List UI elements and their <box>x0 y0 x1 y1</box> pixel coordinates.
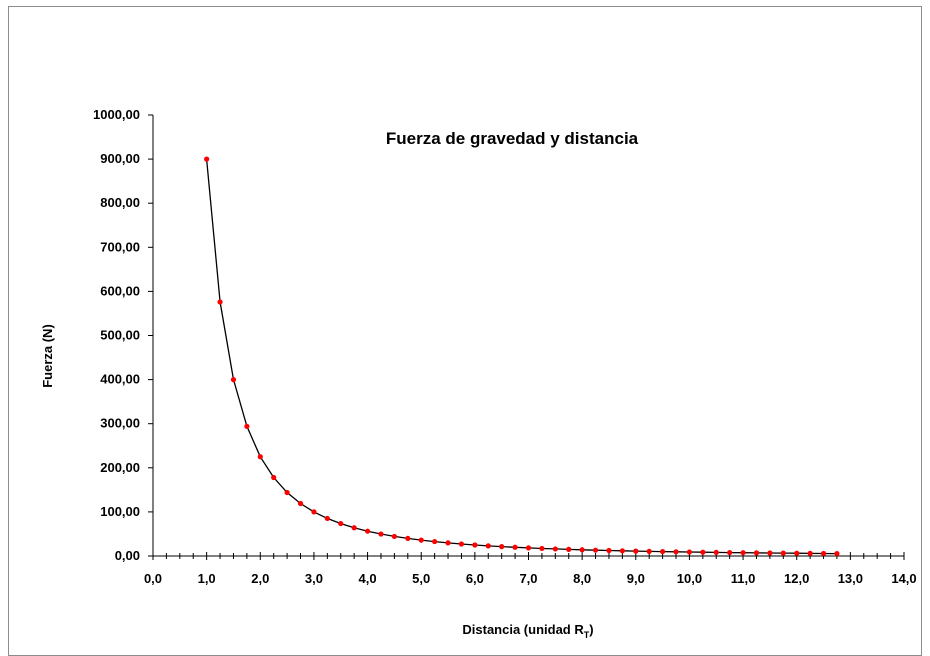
data-point <box>418 537 424 543</box>
x-tick-label: 7,0 <box>519 571 537 586</box>
y-tick-label: 100,00 <box>100 504 140 519</box>
data-point <box>284 489 290 496</box>
data-point <box>713 549 719 556</box>
y-tick-label: 300,00 <box>100 416 140 431</box>
data-point <box>794 550 800 556</box>
x-tick-label: 12,0 <box>784 571 809 586</box>
data-point <box>297 500 304 507</box>
data-point <box>217 299 223 305</box>
data-point <box>660 548 666 555</box>
data-point <box>472 542 478 548</box>
data-point <box>499 544 505 550</box>
data-point <box>834 550 840 557</box>
data-point <box>485 543 491 549</box>
x-axis-title-main: Distancia (unidad R <box>462 622 584 637</box>
x-tick-label: 4,0 <box>359 571 377 586</box>
y-axis-title: Fuerza (N) <box>40 324 55 388</box>
data-point <box>539 545 545 552</box>
data-point <box>552 546 558 552</box>
data-point <box>633 548 639 554</box>
x-axis-title-suffix: ) <box>589 622 593 637</box>
data-point <box>673 549 679 555</box>
y-tick-label: 1000,00 <box>93 107 140 122</box>
data-point <box>619 548 625 554</box>
data-point <box>257 454 263 460</box>
data-point <box>525 545 532 551</box>
x-tick-label: 1,0 <box>198 571 216 586</box>
x-tick-label: 10,0 <box>677 571 702 586</box>
data-point <box>324 515 330 522</box>
y-tick-label: 500,00 <box>100 328 140 343</box>
data-point <box>405 535 411 542</box>
x-tick-label: 11,0 <box>731 571 756 586</box>
y-tick-label: 600,00 <box>100 283 140 298</box>
y-tick-label: 700,00 <box>100 239 140 254</box>
data-point <box>445 540 451 546</box>
x-tick-label: 13,0 <box>838 571 863 586</box>
data-point <box>512 544 518 550</box>
y-tick-label: 200,00 <box>100 460 140 475</box>
series-layer <box>204 156 840 557</box>
data-point <box>727 549 733 556</box>
data-point <box>271 474 277 481</box>
x-axis-title: Distancia (unidad RT) <box>462 622 593 640</box>
data-point <box>606 547 612 554</box>
data-point <box>391 533 397 540</box>
data-point <box>311 509 317 515</box>
data-point <box>686 549 693 555</box>
data-point <box>579 547 585 553</box>
x-axis-title-subscript: T <box>584 630 590 640</box>
data-point <box>432 538 438 545</box>
data-point <box>820 550 827 557</box>
data-point <box>740 550 746 556</box>
x-tick-label: 9,0 <box>627 571 645 586</box>
x-tick-label: 2,0 <box>251 571 269 586</box>
data-point <box>780 550 786 556</box>
data-point <box>230 377 237 383</box>
y-tick-label: 400,00 <box>100 372 140 387</box>
y-tick-label: 800,00 <box>100 195 140 210</box>
chart-title: Fuerza de gravedad y distancia <box>386 129 639 148</box>
chart-frame <box>8 6 922 656</box>
data-point <box>378 531 384 537</box>
x-tick-label: 0,0 <box>144 571 162 586</box>
axes: 0,00 100,00 200,00 300,00 400,00 500,00 600,00… <box>93 107 917 586</box>
data-point <box>204 156 210 162</box>
data-point <box>753 550 760 556</box>
x-tick-label: 6,0 <box>466 571 484 586</box>
x-tick-label: 5,0 <box>412 571 430 586</box>
data-point <box>592 547 599 553</box>
data-point <box>566 546 572 552</box>
x-tick-label: 3,0 <box>305 571 323 586</box>
x-tick-label: 8,0 <box>573 571 591 586</box>
data-point <box>351 525 357 531</box>
y-tick-label: 0,00 <box>115 548 140 563</box>
data-point <box>807 550 813 556</box>
data-point <box>338 520 344 527</box>
data-point <box>458 541 465 547</box>
data-point <box>646 548 652 554</box>
x-tick-label: 14,0 <box>891 571 916 586</box>
data-point <box>700 549 706 555</box>
y-tick-label: 900,00 <box>100 151 140 166</box>
data-point <box>767 550 773 556</box>
series-line <box>205 159 837 555</box>
data-point <box>244 423 250 429</box>
data-point <box>364 528 371 534</box>
